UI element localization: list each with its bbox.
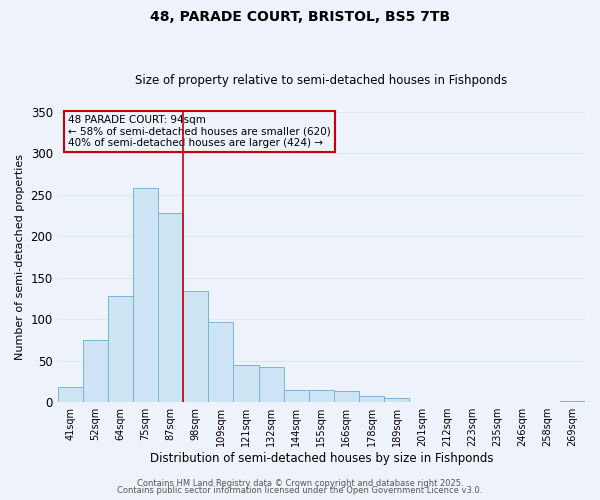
Bar [384, 398, 409, 402]
Bar [133, 188, 158, 402]
Bar [259, 368, 284, 402]
Bar [58, 388, 83, 402]
Bar [83, 340, 108, 402]
Bar [309, 390, 334, 402]
Y-axis label: Number of semi-detached properties: Number of semi-detached properties [15, 154, 25, 360]
Bar [208, 322, 233, 402]
Text: Contains HM Land Registry data © Crown copyright and database right 2025.: Contains HM Land Registry data © Crown c… [137, 478, 463, 488]
Bar [108, 296, 133, 402]
Text: 48, PARADE COURT, BRISTOL, BS5 7TB: 48, PARADE COURT, BRISTOL, BS5 7TB [150, 10, 450, 24]
Bar [334, 392, 359, 402]
Text: 48 PARADE COURT: 94sqm
← 58% of semi-detached houses are smaller (620)
40% of se: 48 PARADE COURT: 94sqm ← 58% of semi-det… [68, 114, 331, 148]
X-axis label: Distribution of semi-detached houses by size in Fishponds: Distribution of semi-detached houses by … [149, 452, 493, 465]
Text: Contains public sector information licensed under the Open Government Licence v3: Contains public sector information licen… [118, 486, 482, 495]
Bar [158, 213, 183, 402]
Bar [183, 291, 208, 402]
Bar [233, 365, 259, 402]
Title: Size of property relative to semi-detached houses in Fishponds: Size of property relative to semi-detach… [135, 74, 508, 87]
Bar [359, 396, 384, 402]
Bar [284, 390, 309, 402]
